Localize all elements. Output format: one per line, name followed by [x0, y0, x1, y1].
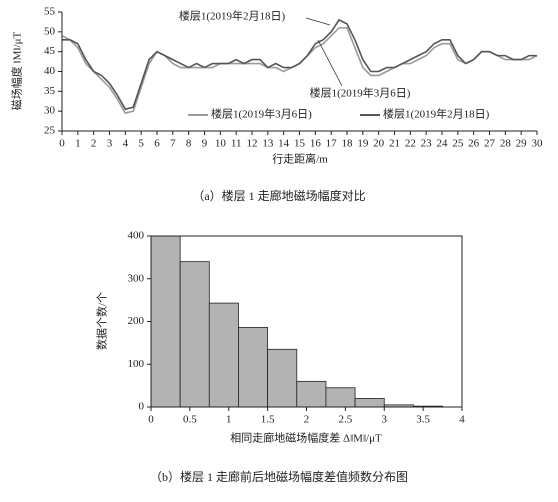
- x-tick-label: 5: [138, 138, 144, 150]
- x-axis-label: 行走距离/m: [272, 152, 328, 166]
- x-tick-label: 4: [459, 414, 465, 426]
- histogram-bar: [354, 398, 385, 408]
- x-tick-label: 6: [154, 138, 160, 150]
- y-tick-label: 30: [44, 105, 56, 117]
- x-tick-label: 3: [382, 414, 388, 426]
- annotation-arrow: [317, 39, 343, 87]
- y-tick-label: 35: [44, 85, 56, 97]
- x-tick-label: 18: [342, 138, 354, 150]
- x-tick-label: 8: [186, 138, 192, 150]
- histogram-bar: [208, 302, 239, 408]
- data-line: [62, 18, 537, 111]
- y-tick-label: 45: [44, 45, 56, 57]
- caption: （b）楼层 1 走廊前后地磁场幅度差值频数分布图: [150, 469, 408, 484]
- x-tick-label: 1.5: [261, 414, 275, 426]
- histogram-bar: [267, 348, 298, 408]
- x-tick-label: 13: [262, 138, 274, 150]
- histogram-bar: [150, 235, 181, 408]
- x-axis-label: 相同走廊地磁场幅度差 Δ‖M‖/μT: [230, 431, 382, 445]
- x-tick-label: 1: [75, 138, 81, 150]
- x-tick-label: 0.5: [183, 414, 197, 426]
- x-tick-label: 24: [437, 138, 449, 150]
- legend-label: 楼层1(2019年2月18日): [383, 107, 490, 121]
- x-tick-label: 26: [468, 138, 480, 150]
- x-tick-label: 29: [516, 138, 528, 150]
- y-axis-label: 数据个数/个: [95, 292, 109, 350]
- x-tick-label: 2: [304, 414, 310, 426]
- y-tick-label: 0: [139, 401, 145, 413]
- x-tick-label: 30: [532, 138, 544, 150]
- x-tick-label: 21: [389, 138, 400, 150]
- y-axis-label: 磁场幅度 ‖M‖/μT: [10, 32, 24, 111]
- caption: （a）楼层 1 走廊地磁场幅度对比: [192, 188, 365, 203]
- x-tick-label: 11: [231, 138, 242, 150]
- histogram-bar: [179, 261, 210, 408]
- y-tick-label: 40: [44, 65, 56, 77]
- x-tick-label: 0: [148, 414, 154, 426]
- y-tick-label: 55: [44, 6, 56, 18]
- x-tick-label: 0: [59, 138, 65, 150]
- y-tick-label: 400: [128, 230, 145, 242]
- x-tick-label: 20: [373, 138, 385, 150]
- x-tick-label: 23: [421, 138, 433, 150]
- x-tick-label: 16: [310, 138, 322, 150]
- x-tick-label: 3.5: [416, 414, 430, 426]
- data-line: [61, 27, 538, 115]
- annotation-arrow: [305, 17, 331, 26]
- x-tick-label: 9: [202, 138, 208, 150]
- y-tick-label: 300: [128, 272, 145, 284]
- histogram-bar: [325, 387, 356, 408]
- x-tick-label: 22: [405, 138, 416, 150]
- y-tick-label: 25: [44, 125, 56, 137]
- annotation: 楼层1(2019年3月6日): [310, 86, 411, 100]
- x-tick-label: 17: [326, 138, 338, 150]
- histogram-bar: [238, 327, 269, 408]
- y-tick-label: 200: [128, 315, 145, 327]
- y-tick-label: 50: [44, 25, 56, 37]
- x-tick-label: 25: [452, 138, 464, 150]
- y-tick-label: 100: [128, 358, 145, 370]
- x-tick-label: 3: [107, 138, 113, 150]
- x-tick-label: 10: [215, 138, 227, 150]
- x-tick-label: 2.5: [339, 414, 353, 426]
- x-tick-label: 12: [247, 138, 258, 150]
- x-tick-label: 2: [91, 138, 97, 150]
- legend-label: 楼层1(2019年3月6日): [211, 107, 312, 121]
- x-tick-label: 27: [484, 138, 496, 150]
- annotation: 楼层1(2019年2月18日): [179, 9, 286, 23]
- x-tick-label: 4: [123, 138, 129, 150]
- x-tick-label: 19: [357, 138, 369, 150]
- histogram-bar: [296, 380, 327, 408]
- x-tick-label: 15: [294, 138, 306, 150]
- x-tick-label: 28: [500, 138, 512, 150]
- x-tick-label: 7: [170, 138, 176, 150]
- x-tick-label: 1: [226, 414, 232, 426]
- x-tick-label: 14: [278, 138, 290, 150]
